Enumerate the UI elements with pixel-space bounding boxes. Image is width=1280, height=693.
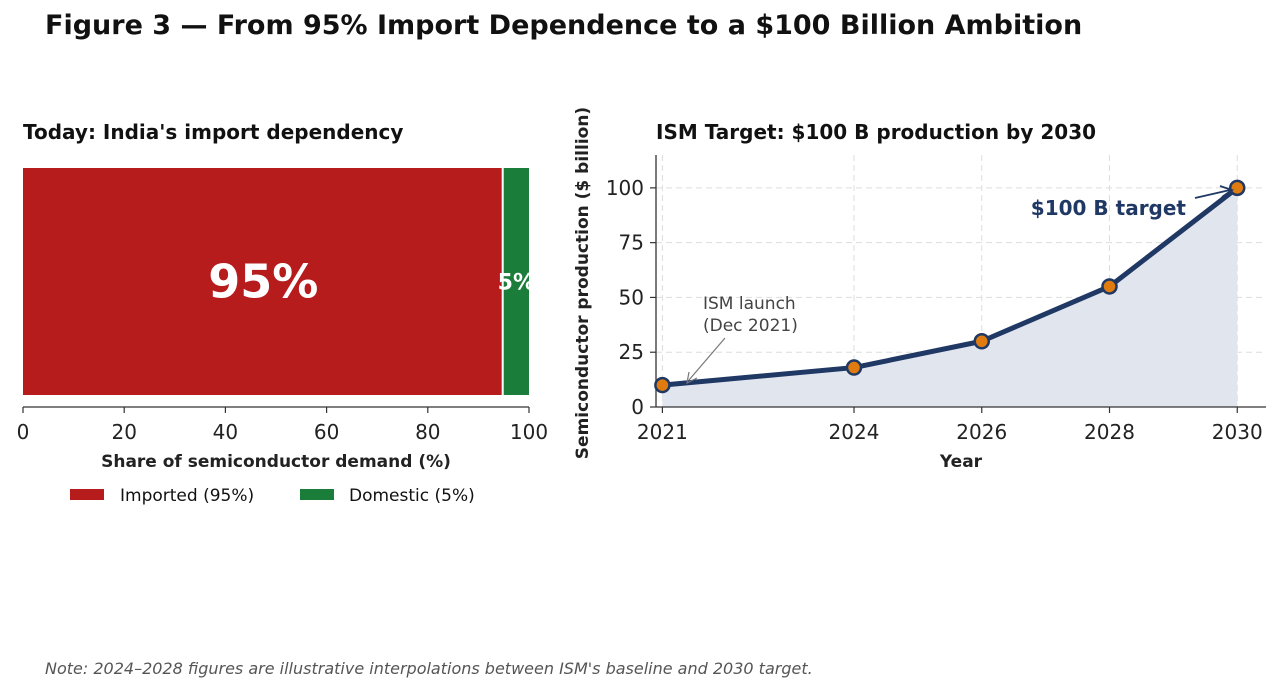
right-x-ticks: 2021 2024 2026 2028 2030 — [637, 407, 1263, 444]
footnote: Note: 2024–2028 figures are illustrative… — [45, 659, 813, 678]
target-annotation-text: $100 B target — [1031, 196, 1187, 220]
ism-launch-arrowhead — [686, 371, 698, 385]
figure-title: Figure 3 — From 95% Import Dependence to… — [45, 10, 1083, 41]
production-area-fill — [662, 187, 1238, 407]
left-chart-title: Today: India's import dependency — [23, 120, 403, 144]
data-point — [1101, 278, 1118, 295]
data-point — [654, 376, 671, 394]
imported-bar-label: 95% — [208, 255, 318, 309]
legend-label-domestic: Domestic (5%) — [349, 486, 475, 506]
target-arrowhead — [1219, 185, 1234, 198]
right-x-tick-label: 2030 — [1212, 420, 1263, 444]
right-y-tick-label: 50 — [619, 285, 644, 309]
right-y-tick-label: 0 — [631, 395, 644, 419]
right-x-tick-label: 2028 — [1084, 420, 1135, 444]
import-dependency-chart: Today: India's import dependency 95% 5% 0… — [17, 120, 548, 506]
ism-launch-text-line2: (Dec 2021) — [703, 316, 798, 336]
right-chart-title: ISM Target: $100 B production by 2030 — [656, 120, 1096, 144]
left-x-tick-label: 60 — [314, 420, 339, 444]
domestic-bar-label: 5% — [498, 271, 535, 296]
right-y-axis-label: Semiconductor production ($ billion) — [573, 107, 593, 459]
left-legend: Imported (95%) Domestic (5%) — [70, 486, 475, 506]
legend-swatch-domestic — [300, 489, 334, 500]
left-x-tick-label: 100 — [510, 420, 548, 444]
right-y-tick-label: 25 — [619, 340, 644, 364]
right-y-tick-label: 75 — [619, 231, 644, 255]
left-x-ticks: 0 20 40 60 80 100 — [17, 407, 548, 444]
legend-swatch-imported — [70, 489, 104, 500]
domestic-bar — [503, 168, 529, 395]
right-x-tick-label: 2024 — [829, 420, 880, 444]
right-x-tick-label: 2021 — [637, 420, 688, 444]
ism-launch-text-line1: ISM launch — [703, 294, 796, 314]
left-x-tick-label: 20 — [111, 420, 136, 444]
ism-launch-annotation: ISM launch (Dec 2021) — [686, 294, 798, 385]
left-bars: 95% 5% — [23, 168, 535, 395]
data-point — [845, 359, 863, 376]
right-x-axis-label: Year — [939, 452, 983, 472]
ism-launch-arrow — [688, 337, 726, 381]
data-point — [1229, 179, 1246, 197]
left-x-tick-label: 0 — [17, 420, 30, 444]
left-x-tick-label: 40 — [213, 420, 238, 444]
legend-label-imported: Imported (95%) — [120, 486, 254, 506]
target-arrow — [1194, 189, 1231, 199]
right-x-tick-label: 2026 — [956, 420, 1007, 444]
left-x-axis-label: Share of semiconductor demand (%) — [101, 452, 451, 472]
left-x-tick-label: 80 — [415, 420, 440, 444]
imported-bar — [23, 168, 502, 395]
production-points — [654, 179, 1246, 394]
right-y-ticks: 0 25 50 75 100 — [606, 176, 656, 419]
target-annotation: $100 B target — [1031, 185, 1234, 220]
ism-target-chart: ISM Target: $100 B production by 2030 Se… — [573, 107, 1266, 472]
right-y-tick-label: 100 — [606, 176, 644, 200]
data-point — [973, 333, 991, 350]
